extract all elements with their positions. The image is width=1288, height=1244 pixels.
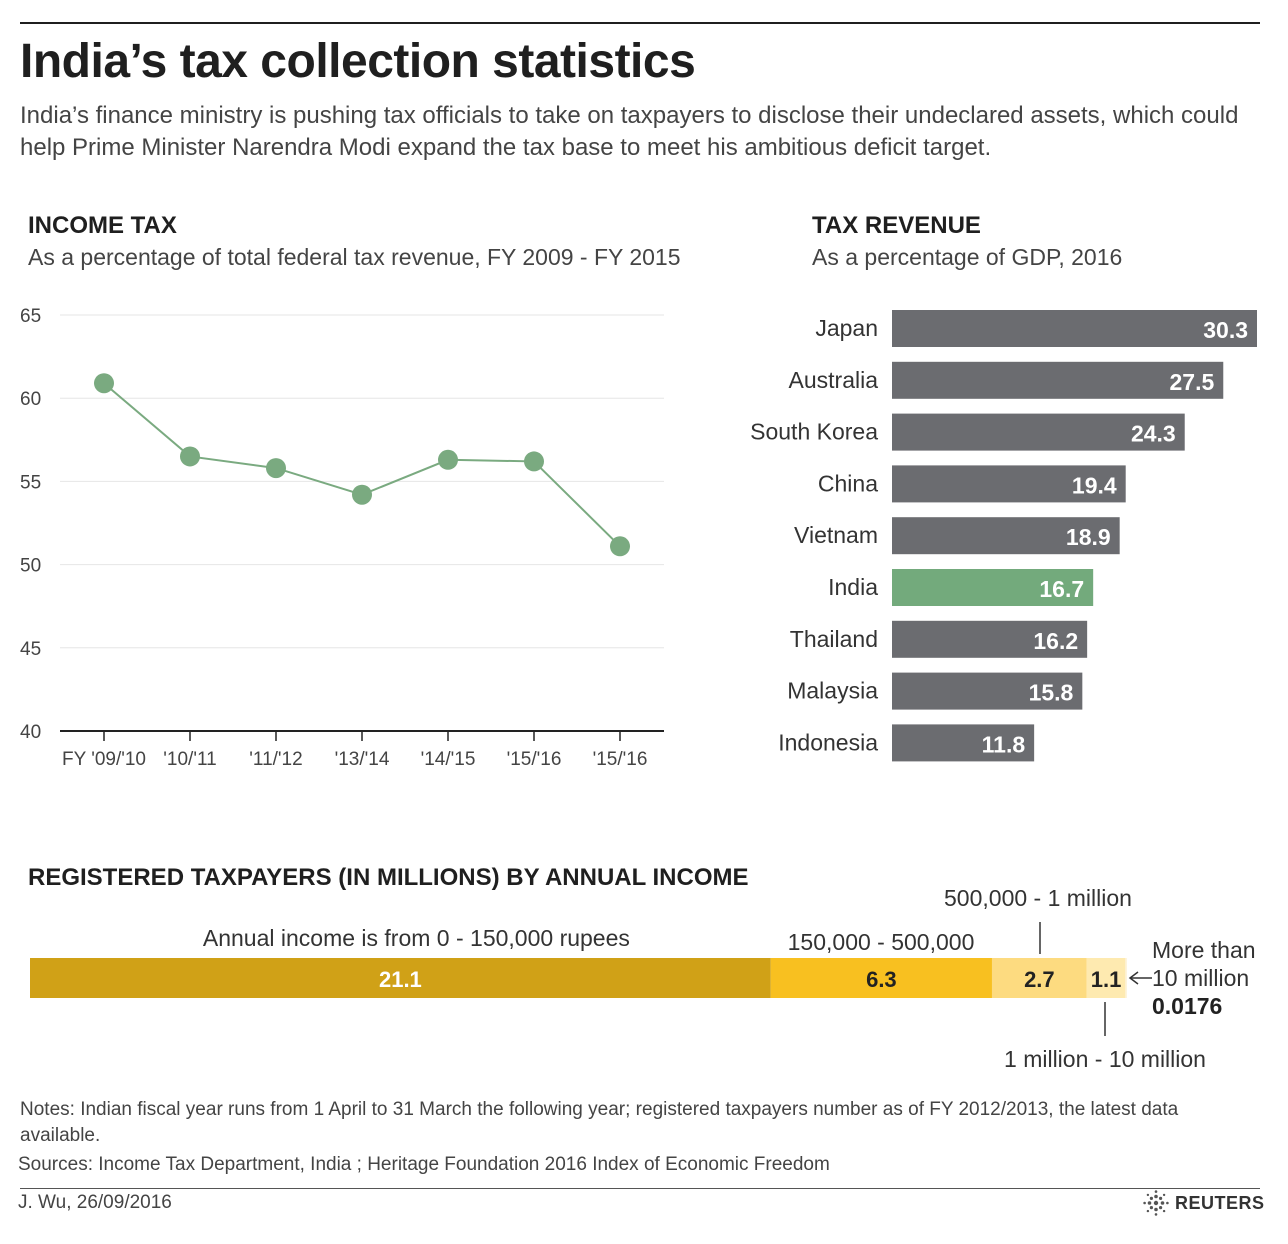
- segment-value-label: 2.7: [1024, 967, 1055, 992]
- stack-segment: [1086, 958, 1126, 998]
- data-point: [94, 373, 114, 394]
- segment-value-label: 6.3: [866, 967, 897, 992]
- bar-value-label: 16.2: [1033, 628, 1078, 654]
- segment-value-label: 21.1: [379, 967, 422, 992]
- tax-revenue-bar-chart: Japan 30.3 Australia 27.5 South Korea 24.3 Chi…: [750, 310, 1257, 762]
- bar: [892, 724, 1035, 762]
- category-label: Australia: [789, 367, 879, 393]
- bar-value-label: 18.9: [1066, 524, 1111, 550]
- data-point: [610, 536, 630, 557]
- stack-segment: [30, 958, 771, 998]
- bar-value-label: 15.8: [1029, 680, 1074, 706]
- top-rule: [20, 22, 1260, 24]
- x-tick-label: '13/'14: [335, 749, 390, 770]
- page-subtitle: India’s finance ministry is pushing tax …: [20, 102, 1239, 161]
- segment-5-value-label: 0.0176: [1152, 993, 1222, 1019]
- bar-value-label: 19.4: [1072, 472, 1117, 498]
- income-tax-subtitle: As a percentage of total federal tax rev…: [28, 244, 681, 270]
- stack-segment: [770, 958, 992, 998]
- registered-taxpayers-stacked-bar: 21.1 6.3 2.7 1.1 Annual income is from 0 - 1…: [30, 885, 1256, 1072]
- y-tick-label: 45: [20, 639, 41, 660]
- data-point: [180, 446, 200, 467]
- tax-revenue-subtitle: As a percentage of GDP, 2016: [812, 244, 1123, 270]
- registered-title: REGISTERED TAXPAYERS (IN MILLIONS) BY AN…: [28, 864, 749, 891]
- segment-label-5-line2: 10 million: [1152, 965, 1249, 991]
- x-tick-label: '10/'11: [163, 749, 216, 770]
- segment-label-2: 150,000 - 500,000: [788, 929, 975, 955]
- category-label: China: [818, 470, 878, 496]
- category-label: Vietnam: [794, 522, 878, 548]
- data-point: [438, 449, 458, 470]
- bar: [892, 620, 1088, 658]
- bar: [892, 465, 1126, 503]
- data-point: [524, 451, 544, 472]
- stack-segment: [1125, 958, 1127, 998]
- notes: Notes: Indian fiscal year runs from 1 Ap…: [20, 1099, 1179, 1146]
- bar: [892, 672, 1083, 710]
- bar-value-label: 30.3: [1203, 317, 1248, 343]
- x-tick-label: FY '09/'10: [62, 749, 146, 770]
- segment-label-3: 500,000 - 1 million: [944, 885, 1132, 911]
- bar: [892, 310, 1257, 347]
- bar: [892, 517, 1120, 555]
- reuters-logo: REUTERS: [1143, 1188, 1265, 1218]
- bar-value-label: 11.8: [982, 731, 1026, 757]
- income-tax-line-chart: 40 45 50 55 60 65 FY '09/'10 '10/'11 '11/'12 '13/…: [20, 306, 664, 770]
- stack-segment: [991, 958, 1087, 998]
- segment-label-5-line1: More than: [1152, 937, 1256, 963]
- bar: [892, 361, 1224, 399]
- segment-label-4: 1 million - 10 million: [1004, 1046, 1206, 1072]
- byline: J. Wu, 26/09/2016: [18, 1192, 172, 1213]
- x-tick-label: '15/'16: [593, 749, 648, 770]
- bottom-rule: [20, 1188, 1260, 1189]
- category-label: Indonesia: [778, 729, 878, 755]
- income-tax-title: INCOME TAX: [28, 212, 177, 239]
- x-tick-label: '11/'12: [249, 749, 302, 770]
- bar: [892, 569, 1094, 606]
- segment-5-arrowhead: [1128, 971, 1139, 985]
- reuters-logo-text: REUTERS: [1175, 1192, 1265, 1213]
- data-point: [266, 458, 286, 479]
- category-label: Japan: [815, 315, 878, 341]
- page-title: India’s tax collection statistics: [20, 35, 696, 88]
- x-tick-label: '15/'16: [507, 749, 562, 770]
- y-tick-label: 50: [20, 556, 41, 577]
- bar-value-label: 24.3: [1131, 421, 1176, 447]
- data-point: [352, 484, 372, 505]
- sources: Sources: Income Tax Department, India ; …: [18, 1154, 830, 1175]
- bar-value-label: 16.7: [1039, 576, 1084, 602]
- tax-revenue-title: TAX REVENUE: [812, 212, 981, 239]
- x-tick-label: '14/'15: [421, 749, 476, 770]
- segment-label-1: Annual income is from 0 - 150,000 rupees: [203, 925, 630, 951]
- segment-value-label: 1.1: [1091, 967, 1122, 992]
- y-tick-label: 40: [20, 722, 41, 743]
- bar: [892, 413, 1185, 451]
- y-tick-label: 65: [20, 306, 41, 327]
- category-label: Thailand: [790, 626, 878, 652]
- y-tick-label: 60: [20, 389, 41, 410]
- reuters-logo-icon: [1143, 1190, 1169, 1216]
- bar-value-label: 27.5: [1170, 369, 1215, 395]
- y-tick-label: 55: [20, 472, 41, 493]
- category-label: India: [828, 574, 878, 600]
- category-label: Malaysia: [787, 678, 878, 704]
- category-label: South Korea: [750, 419, 878, 445]
